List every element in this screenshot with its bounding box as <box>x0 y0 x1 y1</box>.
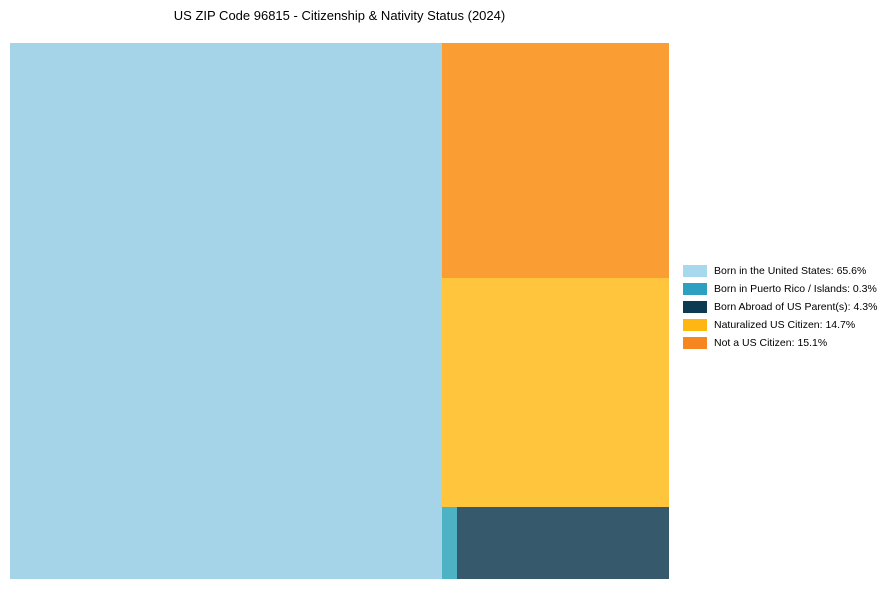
treemap-rect-born-in-united-states <box>10 43 443 579</box>
treemap-plot <box>10 43 669 579</box>
legend-item: Naturalized US Citizen: 14.7% <box>683 319 877 331</box>
chart-title: US ZIP Code 96815 - Citizenship & Nativi… <box>173 8 506 23</box>
legend-label: Not a US Citizen: 15.1% <box>714 337 828 349</box>
legend-swatch-not-a-us-citizen <box>683 337 707 349</box>
legend-item: Born in the United States: 65.6% <box>683 265 877 277</box>
treemap-rect-born-in-puerto-rico-islands <box>442 507 458 579</box>
legend-label: Born in the United States: 65.6% <box>714 265 867 277</box>
treemap-rect-naturalized-us-citizen <box>442 278 669 508</box>
legend-swatch-born-in-united-states <box>683 265 707 277</box>
legend-label: Born Abroad of US Parent(s): 4.3% <box>714 301 878 313</box>
legend-swatch-naturalized-us-citizen <box>683 319 707 331</box>
legend-label: Naturalized US Citizen: 14.7% <box>714 319 856 331</box>
legend-item: Born in Puerto Rico / Islands: 0.3% <box>683 283 877 295</box>
legend-item: Not a US Citizen: 15.1% <box>683 337 877 349</box>
treemap-rect-born-abroad-of-us-parents <box>457 507 669 579</box>
legend: Born in the United States: 65.6% Born in… <box>683 265 877 355</box>
legend-item: Born Abroad of US Parent(s): 4.3% <box>683 301 877 313</box>
legend-swatch-born-abroad-of-us-parents <box>683 301 707 313</box>
treemap-rect-not-a-us-citizen <box>442 43 669 279</box>
legend-label: Born in Puerto Rico / Islands: 0.3% <box>714 283 877 295</box>
legend-swatch-born-in-puerto-rico-islands <box>683 283 707 295</box>
